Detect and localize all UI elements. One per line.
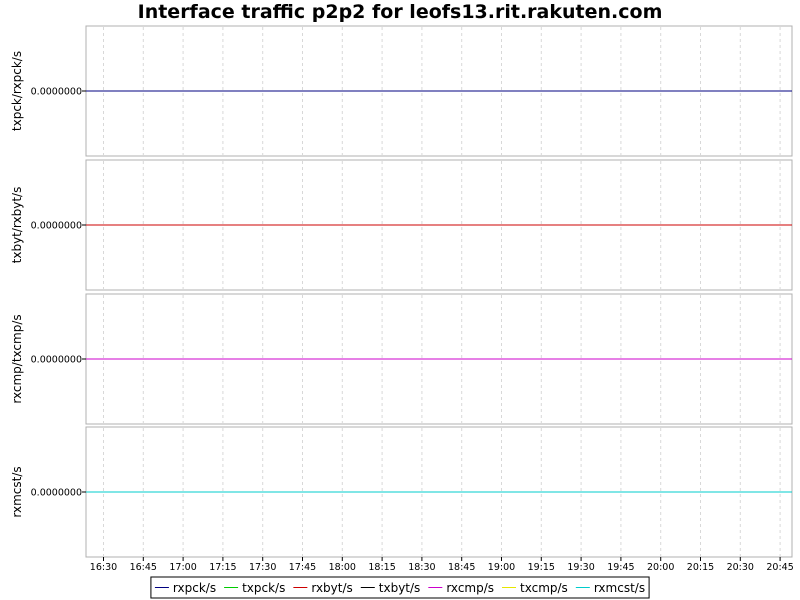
x-tick-label: 20:00 [647, 562, 674, 573]
x-tick-label: 17:00 [169, 562, 196, 573]
legend-label: txpck/s [242, 581, 285, 595]
panel-1: 0.0000000 txpck/rxpck/s [10, 25, 793, 157]
legend-label: rxcmp/s [446, 581, 494, 595]
y-axis-label: rxcmp/txcmp/s [10, 314, 24, 403]
y-tick-label: 0.0000000 [31, 221, 82, 232]
x-tick-label: 19:30 [567, 562, 594, 573]
x-tick-label: 16:45 [130, 562, 157, 573]
legend-item: txpck/s [224, 581, 285, 595]
legend-box [150, 576, 650, 599]
y-tick-label: 0.0000000 [31, 87, 82, 98]
y-axis-label: rxmcst/s [10, 466, 24, 517]
legend: rxpck/s txpck/s rxbyt/s txbyt/s rxcmp/s txcmp… [150, 576, 650, 599]
panel-4: 0.0000000 rxmcst/s [10, 426, 793, 558]
x-tick-label: 20:45 [766, 562, 793, 573]
x-tick-label: 17:30 [249, 562, 276, 573]
panel-3: 0.0000000 rxcmp/txcmp/s [10, 293, 793, 425]
x-axis: 16:30 16:45 17:00 17:15 17:30 17:45 18:00 18:15… [90, 557, 794, 573]
x-tick-label: 20:15 [687, 562, 714, 573]
y-axis-label: txpck/rxpck/s [10, 51, 24, 131]
panels: 0.0000000 txpck/rxpck/s 0.0000000 txbyt/rxb… [10, 25, 793, 558]
y-tick-label: 0.0000000 [31, 355, 82, 366]
x-tick-label: 18:45 [448, 562, 475, 573]
legend-item: txbyt/s [360, 581, 421, 595]
legend-item: rxbyt/s [293, 581, 353, 595]
legend-label: rxpck/s [173, 581, 216, 595]
x-tick-label: 17:15 [209, 562, 236, 573]
x-tick-label: 17:45 [289, 562, 316, 573]
legend-item: rxmcst/s [575, 581, 645, 595]
x-tick-label: 18:00 [329, 562, 356, 573]
panel-2: 0.0000000 txbyt/rxbyt/s [10, 159, 793, 291]
x-tick-label: 20:30 [727, 562, 754, 573]
x-tick-label: 18:30 [408, 562, 435, 573]
legend-label: rxbyt/s [311, 581, 352, 595]
y-axis-label: txbyt/rxbyt/s [10, 187, 24, 264]
x-tick-label: 18:15 [368, 562, 395, 573]
legend-item: txcmp/s [502, 581, 568, 595]
legend-label: txbyt/s [379, 581, 421, 595]
x-tick-label: 19:15 [528, 562, 555, 573]
y-tick-label: 0.0000000 [31, 488, 82, 499]
legend-label: rxmcst/s [594, 581, 645, 595]
legend-label: txcmp/s [520, 581, 568, 595]
x-tick-label: 19:00 [488, 562, 515, 573]
x-tick-label: 16:30 [90, 562, 117, 573]
x-tick-label: 19:45 [607, 562, 634, 573]
legend-item: rxcmp/s [428, 581, 494, 595]
legend-item: rxpck/s [154, 581, 216, 595]
chart-title: Interface traffic p2p2 for leofs13.rit.r… [138, 1, 663, 23]
